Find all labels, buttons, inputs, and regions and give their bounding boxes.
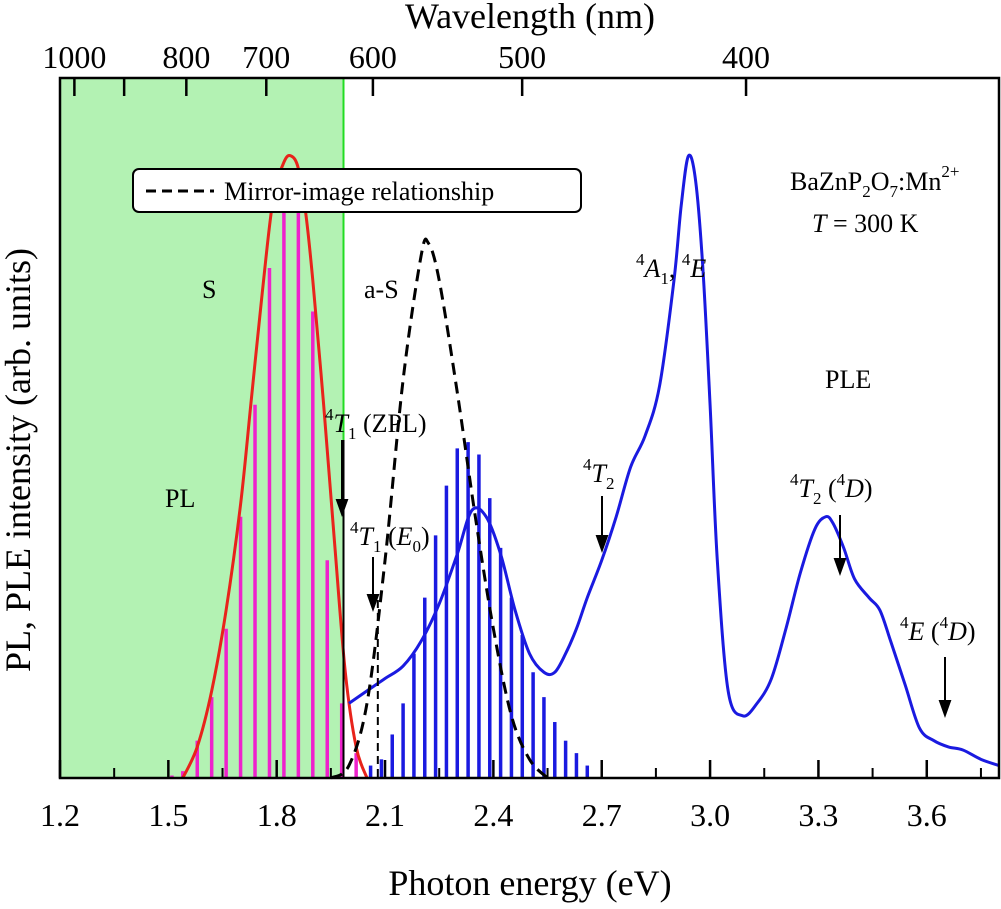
- axis-ticks: [58, 78, 982, 778]
- marker-lines: [342, 440, 379, 778]
- series-mirror-image-relationship: [330, 237, 549, 780]
- axis-tick-labels: 1.2 1.5 1.8 2.1 2.4 2.7 3.0 3.3 3.6 1000 800 700 600…: [40, 39, 947, 833]
- arrow-4t2-4d-head: [833, 558, 847, 576]
- legend-box: [132, 168, 582, 213]
- series-ple: [348, 153, 1000, 767]
- x-tick-label: 1.2: [40, 797, 80, 833]
- x-tick-label: 2.7: [582, 797, 622, 833]
- top-tick-label: 1000: [42, 39, 106, 75]
- top-tick-label: 700: [242, 39, 290, 75]
- x-tick-label: 3.3: [798, 797, 838, 833]
- series-pl: [181, 154, 369, 779]
- y-axis-title: PL, PLE intensity (arb. units): [0, 248, 38, 672]
- top-tick-label: 500: [498, 39, 546, 75]
- x-tick-label: 1.8: [257, 797, 297, 833]
- annotation-arrows: [335, 440, 952, 718]
- region-as-label: a-S: [364, 275, 399, 304]
- top-tick-label: 400: [722, 39, 770, 75]
- arrow-e0-head: [366, 594, 380, 612]
- annotation-4t1-e0: 4T1 (E0): [350, 518, 430, 556]
- x-tick-label: 1.5: [148, 797, 188, 833]
- compound-formula: BaZnP2O7:Mn2+: [790, 162, 959, 201]
- top-tick-label: 600: [349, 39, 397, 75]
- x-tick-label: 2.4: [473, 797, 513, 833]
- annotation-4e-4d: 4E (4D): [900, 613, 976, 646]
- x-tick-label: 3.6: [907, 797, 947, 833]
- top-axis-title: Wavelength (nm): [405, 0, 655, 36]
- legend-label: Mirror-image relationship: [224, 177, 494, 206]
- arrow-zpl-head: [335, 499, 349, 517]
- ple-label: PLE: [825, 365, 871, 394]
- legend: Mirror-image relationship: [132, 168, 582, 213]
- x-tick-label: 3.0: [690, 797, 730, 833]
- annotation-4t1-zpl: 4T1 (ZPL): [325, 405, 427, 443]
- x-axis-title: Photon energy (eV): [388, 863, 671, 903]
- top-tick-label: 800: [162, 39, 210, 75]
- region-s-label: S: [202, 275, 216, 304]
- pl-label: PL: [165, 484, 195, 513]
- temperature-label: T = 300 K: [812, 209, 919, 238]
- annotation-4t2: 4T2: [583, 455, 614, 493]
- x-tick-label: 2.1: [365, 797, 405, 833]
- annotation-4a1-4e: 4A1, 4E: [636, 250, 706, 288]
- series-lines: [181, 153, 1000, 780]
- plot-frame: [58, 76, 1001, 780]
- arrow-4e-4d-head: [938, 700, 952, 718]
- arrow-4t2-head: [595, 535, 609, 553]
- annotation-4t2-4d: 4T2 (4D): [790, 470, 873, 508]
